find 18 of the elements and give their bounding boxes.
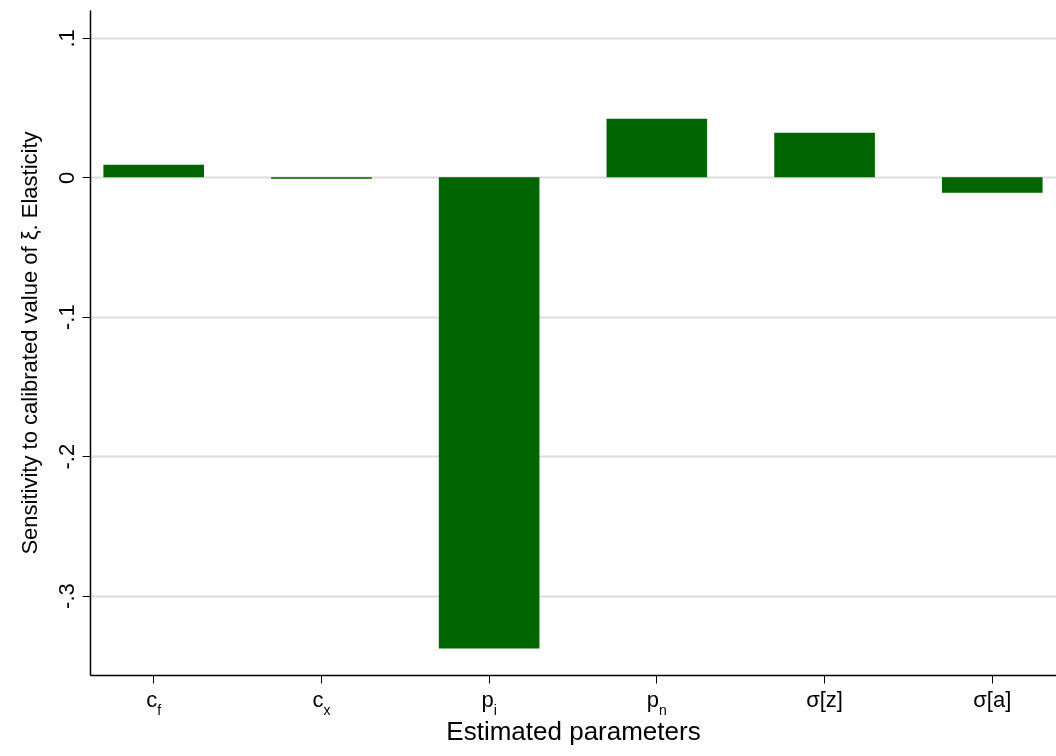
y-tick-label: -.3 <box>53 583 79 609</box>
bar <box>103 164 205 178</box>
y-tick-label: -.2 <box>53 443 79 470</box>
x-tick-label: σ[a] <box>973 686 1012 712</box>
x-tick-label: p$_{n}$ <box>646 686 667 718</box>
x-tick-label: p$_{i}$ <box>481 686 497 718</box>
bar <box>774 132 875 178</box>
x-tick-label: c$_{x}$ <box>312 686 331 718</box>
x-axis-title: Estimated parameters <box>446 715 701 746</box>
y-tick-label: 0 <box>53 171 79 184</box>
bar <box>606 118 708 178</box>
bar <box>438 177 540 649</box>
y-tick-label: -.1 <box>53 304 79 331</box>
y-axis-title: Sensitivity to calibrated value of ξ. Elasticity <box>16 131 42 555</box>
x-tick-label: σ[z] <box>806 686 843 712</box>
y-tick-label: .1 <box>53 29 79 48</box>
x-tick-label: c$_{f}$ <box>146 686 162 718</box>
bar <box>941 177 1043 193</box>
